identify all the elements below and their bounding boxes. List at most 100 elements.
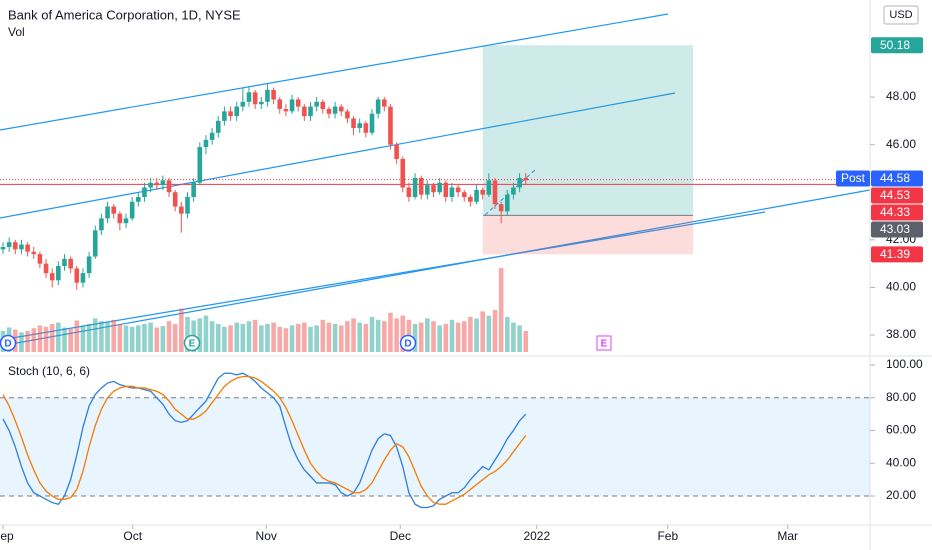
candle-body [117,213,123,224]
price-label: 43.03 [880,222,910,236]
volume-bar [136,325,141,352]
volume-bar [62,327,67,352]
volume-bar [105,322,110,352]
volume-bar [332,324,338,352]
candle-body [449,187,455,198]
currency: USD [889,9,912,21]
candle-body [320,101,326,109]
volume-bar [129,326,135,352]
volume-bar [252,319,258,352]
candle-body [154,182,160,186]
candle-body [314,101,319,107]
candle-body [492,180,498,205]
candle-body [437,182,442,193]
price-label: 44.33 [880,205,910,219]
volume-bar [37,325,43,352]
candle-body [455,187,461,193]
volume-bar [468,317,473,352]
volume-bar [480,311,485,352]
candle-body [259,101,264,105]
candle-body [382,99,387,107]
volume-bar [56,322,61,352]
candle-body [234,106,239,117]
candle-body [80,273,86,283]
volume-bar [259,325,264,352]
stoch-line [2,375,527,505]
x-tick-label: Oct [123,529,142,543]
volume-bar [215,324,221,352]
volume-bar [154,327,160,352]
candle-body [62,258,67,267]
event-marker [183,334,201,352]
candle-body [505,194,510,212]
volume-bar [326,322,332,352]
candle-body [191,182,196,198]
y-tick-label: 40.00 [886,455,916,469]
volume-bar [418,322,424,352]
volume-bar [345,321,350,352]
candle-body [406,187,412,198]
channel-line [0,13,669,131]
volume-bar [351,318,356,352]
x-tick-label: 2022 [523,529,550,543]
event-marker-label: E [189,339,196,350]
x-tick-label: Nov [256,529,277,543]
candle-body [203,139,209,148]
volume-bar [308,326,313,352]
candle-body [357,123,362,129]
candle-body [363,123,369,133]
event-marker-label: E [601,339,608,350]
candle-body [289,99,295,112]
candle-body [136,197,141,202]
candle-body [49,273,55,281]
volume-bar [31,328,37,352]
candle-body [19,244,24,250]
candle-body [308,106,313,117]
volume-bar [320,319,326,352]
volume-bar [382,321,387,352]
candle-body [295,99,301,107]
volume-bar [172,324,178,352]
volume-bar [271,322,276,352]
y-tick-label: 48.00 [886,89,916,103]
volume-bar [86,324,92,352]
price-label: 44.58 [880,171,910,185]
candle-body [412,177,418,198]
price-label-box [871,221,923,238]
volume-bar [74,320,80,352]
volume-bar [111,319,116,352]
candle-body [13,242,18,250]
candle-body [222,111,227,121]
candle-body [246,92,252,102]
volume-bar [117,324,123,352]
candle-body [68,258,73,269]
volume-bar [203,315,209,352]
candle-body [172,192,178,207]
volume-bar [394,318,399,352]
price-label-box [871,170,923,187]
volume-bar [461,321,467,352]
y-tick-label: 100.00 [886,357,923,371]
volume-bar [49,324,55,352]
y-tick-label: 38.00 [886,327,916,341]
volume-label: Vol [8,25,25,39]
volume-bar [492,310,498,352]
candle-body [31,251,37,255]
price-label-box [871,204,923,221]
volume-bar [197,318,203,352]
price-label: 50.18 [880,38,910,52]
volume-bar [437,325,442,352]
price-label-box [871,187,923,204]
candle-body [351,118,356,129]
candle-body [92,230,98,257]
volume-bar [517,325,522,352]
candle-body [283,108,289,112]
volume-bar [265,324,270,352]
candle-body [129,201,135,219]
candle-body [302,106,307,117]
volume-bar [80,325,86,352]
candle-body [388,106,393,145]
currency-box[interactable] [883,5,919,25]
